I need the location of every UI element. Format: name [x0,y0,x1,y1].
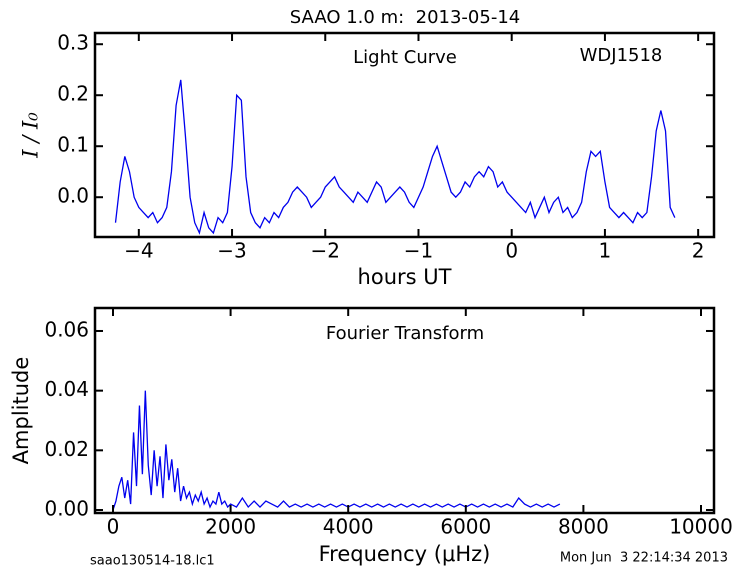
annotation: Fourier Transform [326,323,484,344]
x-tick-label: −4 [124,239,153,263]
x-tick-label: 2000 [205,515,256,539]
x-tick-label: 6000 [440,515,491,539]
figure-title: SAAO 1.0 m: 2013-05-14 [290,7,520,28]
axes-frame [93,306,716,515]
footer-file: saao130514-18.lc1 [90,554,215,569]
x-tick-label: −3 [217,239,246,263]
y-tick-label: 0.04 [44,377,89,401]
x-axis-label: Frequency (μHz) [319,542,491,566]
x-tick-label: 0 [505,239,518,263]
y-axis-label: Amplitude [9,357,33,465]
y-tick-label: 0.1 [57,133,89,157]
x-tick-label: 2 [692,239,705,263]
x-tick-label: −1 [404,239,433,263]
y-axis-label: I / I₀ [19,112,43,159]
x-tick-label: 0 [107,515,120,539]
x-tick-label: 8000 [558,515,609,539]
y-tick-label: 0.0 [57,184,89,208]
x-tick-label: 10000 [669,515,733,539]
y-tick-label: 0.00 [44,497,89,521]
y-tick-label: 0.02 [44,437,89,461]
data-line [114,79,676,235]
x-tick-label: 1 [599,239,612,263]
x-tick-label: −2 [311,239,340,263]
x-axis-label: hours UT [358,265,452,289]
y-tick-label: 0.06 [44,317,89,341]
x-tick-label: 4000 [323,515,374,539]
y-tick-label: 0.2 [57,82,89,106]
axes-frame [93,31,716,239]
y-tick-label: 0.3 [57,31,89,55]
annotation: WDJ1518 [580,45,663,66]
annotation: Light Curve [353,47,457,68]
plot-area [114,79,676,235]
footer-date: Mon Jun 3 22:14:34 2013 [560,551,728,566]
